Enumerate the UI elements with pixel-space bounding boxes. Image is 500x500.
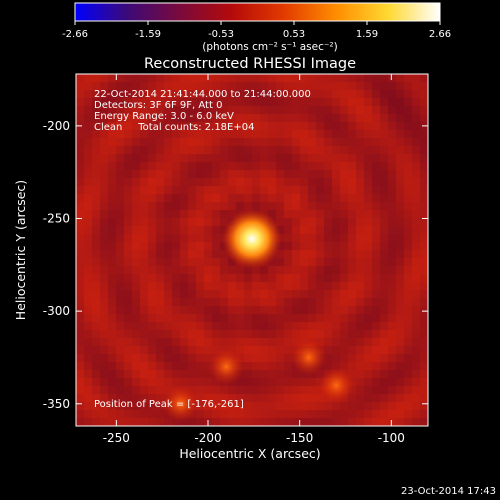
x-tick-label: -100 [378,431,405,445]
secondary-source [318,367,355,404]
y-tick-label: -300 [43,304,70,318]
x-tick-label: -150 [286,431,313,445]
secondary-source [290,339,327,376]
annotation-detectors: Detectors: 3F 6F 9F, Att 0 [94,100,222,111]
emission-sources [162,208,355,422]
colorbar-tick-label: -2.66 [62,29,88,40]
footer-timestamp: 23-Oct-2014 17:43 [401,486,496,497]
x-tick-label: -200 [194,431,221,445]
colorbar-tick-label: 2.66 [429,29,451,40]
colorbar-ticks: -2.66 -1.59 -0.53 0.53 1.59 2.66 [62,21,451,40]
y-tick-label: -200 [43,119,70,133]
colorbar-tick-label: -1.59 [135,29,161,40]
plot-axes: -250 -200 -150 -100 -200 -250 -300 -350 [43,74,428,445]
colorbar-tick-label: 1.59 [356,29,378,40]
y-tick-label: -250 [43,212,70,226]
heatmap-pixels [76,74,428,426]
colorbar: -2.66 -1.59 -0.53 0.53 1.59 2.66 (photons cm⁻… [62,2,451,53]
heatmap-image [76,74,428,426]
x-axis-label: Heliocentric X (arcsec) [179,446,320,461]
colorbar-tick-label: 0.53 [283,29,305,40]
info-annotations: 22-Oct-2014 21:41:44.000 to 21:44:00.000… [94,89,311,133]
colorbar-bar [74,2,441,22]
colorbar-unit-label: (photons cm⁻² s⁻¹ asec⁻²) [202,41,337,53]
annotation-counts: Clean Total counts: 2.18E+04 [94,122,254,133]
secondary-source [208,348,245,385]
colorbar-tick-label: -0.53 [208,29,234,40]
x-tick-label: -250 [103,431,130,445]
plot-frame [75,73,429,427]
annotation-time-range: 22-Oct-2014 21:41:44.000 to 21:44:00.000 [94,89,311,100]
chart-title: Reconstructed RHESSI Image [144,56,356,72]
annotation-energy-range: Energy Range: 3.0 - 6.0 keV [94,111,234,122]
secondary-source [162,385,199,422]
y-axis-label: Heliocentric Y (arcsec) [13,180,28,320]
peak-source [222,208,282,269]
y-tick-label: -350 [43,397,70,411]
peak-position-label: Position of Peak = [-176,-261] [94,399,244,410]
